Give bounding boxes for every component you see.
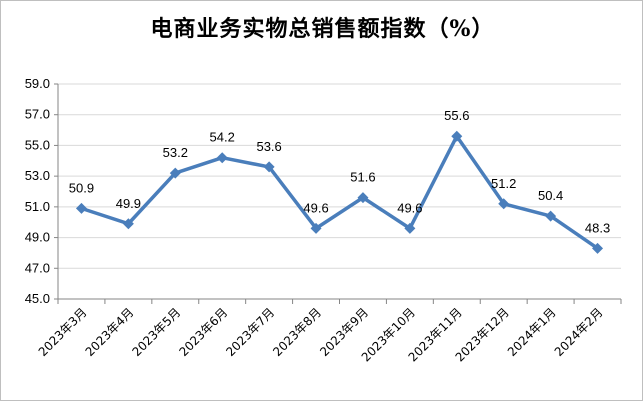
- data-point-marker: [169, 167, 181, 179]
- y-tick-label: 51.0: [25, 199, 50, 214]
- data-label: 53.6: [256, 139, 281, 154]
- data-point-marker: [310, 222, 322, 234]
- data-point-marker: [263, 161, 275, 173]
- data-label: 53.2: [163, 145, 188, 160]
- y-tick-label: 49.0: [25, 230, 50, 245]
- data-point-marker: [451, 130, 463, 142]
- y-tick-label: 59.0: [25, 76, 50, 91]
- y-tick-label: 53.0: [25, 168, 50, 183]
- data-label: 49.6: [397, 200, 422, 215]
- data-point-marker: [75, 202, 87, 214]
- data-label: 51.2: [491, 176, 516, 191]
- data-label: 55.6: [444, 108, 469, 123]
- y-tick-label: 47.0: [25, 260, 50, 275]
- data-point-marker: [498, 198, 510, 210]
- x-tick-label: 2023年8月: [270, 305, 324, 359]
- data-point-marker: [357, 192, 369, 204]
- data-label: 48.3: [585, 220, 610, 235]
- data-point-marker: [404, 222, 416, 234]
- y-tick-label: 55.0: [25, 137, 50, 152]
- data-point-marker: [216, 152, 228, 164]
- data-point-marker: [122, 218, 134, 230]
- data-point-marker: [592, 242, 604, 254]
- x-tick-label: 2024年1月: [505, 305, 559, 359]
- x-tick-label: 2023年5月: [130, 305, 184, 359]
- x-tick-label: 2023年3月: [36, 305, 90, 359]
- data-label: 54.2: [210, 130, 235, 145]
- x-tick-label: 2023年6月: [176, 305, 230, 359]
- x-tick-label: 2023年7月: [223, 305, 277, 359]
- data-label: 49.9: [116, 196, 141, 211]
- y-tick-label: 45.0: [25, 291, 50, 306]
- data-label: 50.9: [69, 180, 94, 195]
- data-label: 50.4: [538, 188, 563, 203]
- x-tick-label: 2023年4月: [83, 305, 137, 359]
- chart-title: 电商业务实物总销售额指数（%）: [150, 16, 495, 42]
- data-label: 51.6: [350, 170, 375, 185]
- series-line: [80, 134, 599, 250]
- data-point-marker: [545, 210, 557, 222]
- x-tick-label: 2024年2月: [552, 305, 606, 359]
- y-tick-label: 57.0: [25, 107, 50, 122]
- data-label: 49.6: [303, 200, 328, 215]
